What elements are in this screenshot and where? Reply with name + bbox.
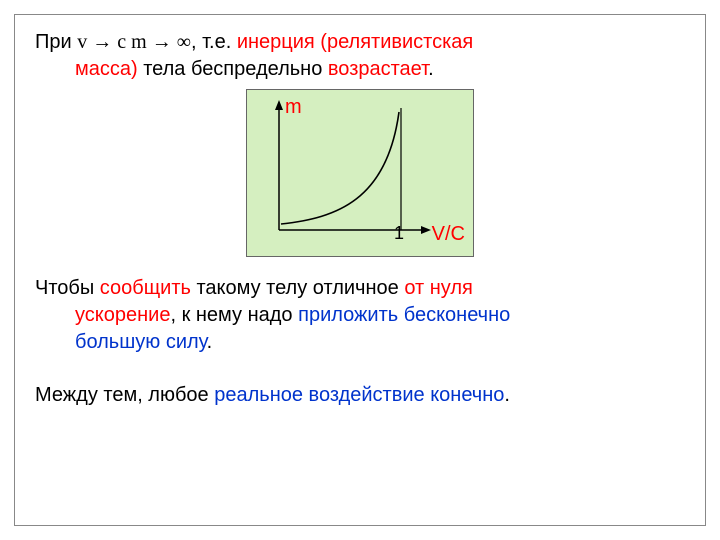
p2-r3: ускорение — [75, 304, 170, 326]
chart-svg — [247, 90, 475, 258]
paragraph-2: Чтобы сообщить такому телу отличное от н… — [35, 275, 685, 356]
p1-dot: . — [428, 58, 434, 80]
p1-mid2: тела беспредельно — [138, 58, 328, 80]
p2-r2: от нуля — [404, 277, 473, 299]
p2-line3: большую силу. — [35, 329, 685, 356]
chart-wrap: m 1 V/C — [35, 89, 685, 257]
p2-line2: ускорение, к нему надо приложить бесконе… — [35, 302, 685, 329]
p2-t2: такому телу отличное — [191, 277, 404, 299]
p3-t1: Между тем, любое — [35, 384, 214, 406]
paragraph-3: Между тем, любое реальное воздействие ко… — [35, 382, 685, 409]
formula-m: m — [131, 31, 147, 53]
formula-c: c — [117, 31, 126, 53]
p2-b2: большую силу — [75, 331, 207, 353]
slide-frame: При v → c m → ∞, т.е. инерция (релятивис… — [14, 14, 706, 526]
p3-dot: . — [504, 384, 510, 406]
p1-pre: При — [35, 31, 77, 53]
p1-red3: возрастает — [328, 58, 428, 80]
p2-r1: сообщить — [100, 277, 191, 299]
p1-line2: масса) тела беспредельно возрастает. — [35, 56, 685, 83]
mass-curve — [281, 112, 399, 224]
p2-t1: Чтобы — [35, 277, 100, 299]
formula-arrow-2: → — [147, 31, 177, 53]
p2-dot: . — [207, 331, 213, 353]
x-axis-arrow — [421, 226, 431, 234]
y-axis-arrow — [275, 100, 283, 110]
p2-b1: приложить бесконечно — [298, 304, 510, 326]
p3-b1: реальное воздействие конечно — [214, 384, 504, 406]
p2-t3: , к нему надо — [170, 304, 298, 326]
axes — [275, 100, 431, 234]
p1-red1: инерция (релятивистская — [237, 31, 473, 53]
paragraph-1: При v → c m → ∞, т.е. инерция (релятивис… — [35, 29, 685, 83]
formula-v: v — [77, 31, 87, 53]
p1-mid1: , т.е. — [191, 31, 237, 53]
p1-red2: масса) — [75, 58, 138, 80]
formula-inf: ∞ — [177, 31, 191, 53]
formula-arrow-1: → — [87, 31, 117, 53]
relativistic-mass-chart: m 1 V/C — [246, 89, 474, 257]
